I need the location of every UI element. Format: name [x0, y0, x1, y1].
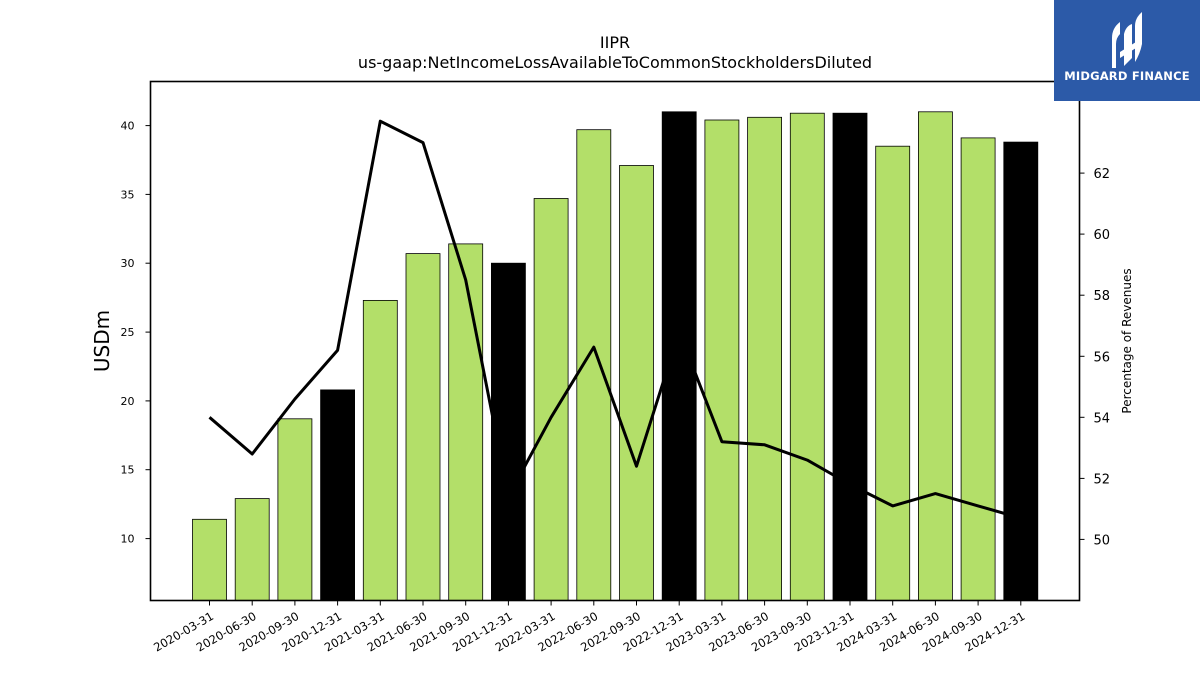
- y2-tick-label: 62: [1094, 167, 1111, 182]
- y-tick-label: 40: [121, 120, 135, 133]
- y-axis-label-right: Percentage of Revenues: [1120, 268, 1134, 413]
- percentage-line: [208, 119, 1022, 520]
- bar-2024-09-30: [960, 137, 996, 601]
- y-tick-label: 15: [121, 464, 135, 477]
- bar-2021-06-30: [405, 253, 441, 601]
- bar-2024-12-31: [1003, 141, 1039, 601]
- y-axis-label-left: USDm: [90, 310, 114, 372]
- y-axis-right: 50 52 54 56 58 60 62: [1079, 167, 1111, 548]
- bar-2023-06-30: [747, 116, 782, 601]
- brand-logo: MIDGARD FINANCE: [1054, 0, 1200, 101]
- logo-text: MIDGARD FINANCE: [1064, 69, 1190, 83]
- y2-tick-label: 58: [1094, 289, 1111, 304]
- line-layer: [208, 119, 1022, 520]
- y2-tick-label: 52: [1094, 472, 1111, 487]
- y-tick-label: 20: [121, 395, 135, 408]
- y-tick-label: 10: [121, 533, 135, 546]
- bar-2020-09-30: [277, 418, 313, 601]
- chart-title: IIPR: [600, 33, 630, 52]
- y2-tick-label: 56: [1094, 350, 1111, 365]
- y-axis-left: 10 15 20 25 30 35 40: [121, 120, 151, 546]
- y-tick-label: 35: [121, 188, 135, 201]
- plot-frame: [149, 80, 1081, 602]
- bar-2021-09-30: [448, 243, 484, 601]
- bar-2024-03-31: [875, 145, 911, 601]
- y2-tick-label: 50: [1094, 533, 1111, 548]
- bars-group: [192, 111, 1039, 601]
- bar-2020-03-31: [192, 518, 227, 601]
- y2-tick-label: 60: [1094, 228, 1111, 243]
- bar-2024-06-30: [918, 111, 953, 601]
- bar-2023-12-31: [832, 112, 868, 601]
- logo-mark-icon: [1112, 12, 1142, 68]
- y-tick-label: 30: [121, 257, 135, 270]
- y-tick-label: 25: [121, 326, 135, 339]
- y2-tick-label: 54: [1094, 411, 1111, 426]
- bar-2020-12-31: [320, 389, 356, 601]
- x-axis: 2020-03-312020-06-302020-09-302020-12-31…: [151, 600, 1027, 655]
- bar-2023-03-31: [704, 119, 740, 601]
- bar-2022-09-30: [619, 165, 654, 601]
- bar-2022-12-31: [661, 111, 697, 601]
- bar-2020-06-30: [234, 498, 270, 601]
- chart-subtitle: us-gaap:NetIncomeLossAvailableToCommonSt…: [358, 53, 872, 72]
- bar-2021-03-31: [362, 299, 398, 601]
- bar-2023-09-30: [789, 112, 825, 601]
